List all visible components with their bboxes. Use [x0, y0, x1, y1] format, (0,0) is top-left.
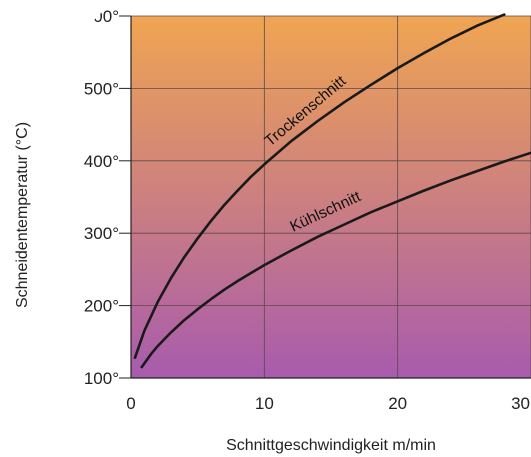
y-tick-label: 400°: [84, 152, 119, 171]
y-tick-label: 100°: [84, 369, 119, 388]
x-tick-label: 20: [388, 394, 407, 413]
series-line: [140, 151, 531, 369]
x-tick-label: 10: [255, 394, 274, 413]
x-tick-label: 30: [511, 394, 530, 413]
y-tick-labels: 100°200°300°400°500°600°: [84, 7, 119, 388]
x-axis-label: Schnittgeschwindigkeit m/min: [226, 437, 436, 454]
plot-background: [131, 16, 531, 378]
y-tick-label: 200°: [84, 297, 119, 316]
series-line: [133, 13, 506, 359]
axes: [119, 15, 531, 379]
x-tick-labels: 0 10 20 30: [126, 394, 530, 413]
y-tick-label: 300°: [84, 224, 119, 243]
y-axis-label: Schneidentemperatur (°C): [14, 122, 31, 308]
y-tick-label: 500°: [84, 79, 119, 98]
series-lines: [133, 13, 531, 369]
grid-lines: [131, 15, 531, 378]
corner-decoration: [0, 0, 108, 54]
x-tick-label: 0: [126, 394, 135, 413]
